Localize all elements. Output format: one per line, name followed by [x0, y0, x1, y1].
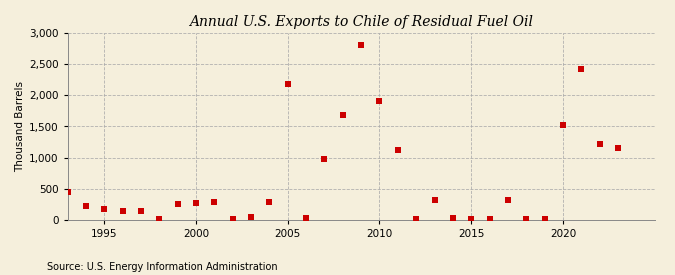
Point — [190, 201, 201, 205]
Point — [448, 216, 458, 220]
Point — [392, 147, 403, 152]
Point — [300, 216, 311, 220]
Text: Source: U.S. Energy Information Administration: Source: U.S. Energy Information Administ… — [47, 262, 278, 272]
Y-axis label: Thousand Barrels: Thousand Barrels — [15, 81, 25, 172]
Point — [484, 217, 495, 222]
Point — [539, 217, 550, 222]
Point — [338, 113, 348, 117]
Point — [117, 209, 128, 213]
Point — [154, 217, 165, 222]
Point — [576, 67, 587, 71]
Point — [282, 82, 293, 87]
Point — [411, 217, 422, 222]
Point — [319, 157, 330, 161]
Point — [80, 204, 91, 208]
Point — [521, 217, 532, 222]
Point — [62, 190, 73, 194]
Point — [246, 214, 256, 219]
Point — [356, 43, 367, 47]
Point — [502, 198, 513, 202]
Point — [594, 142, 605, 147]
Point — [466, 217, 477, 222]
Point — [172, 202, 183, 207]
Point — [264, 200, 275, 204]
Point — [99, 207, 109, 211]
Point — [558, 123, 568, 127]
Point — [613, 146, 624, 150]
Point — [209, 200, 220, 204]
Point — [136, 209, 146, 213]
Point — [227, 216, 238, 221]
Point — [374, 99, 385, 103]
Point — [429, 198, 440, 202]
Title: Annual U.S. Exports to Chile of Residual Fuel Oil: Annual U.S. Exports to Chile of Residual… — [189, 15, 533, 29]
